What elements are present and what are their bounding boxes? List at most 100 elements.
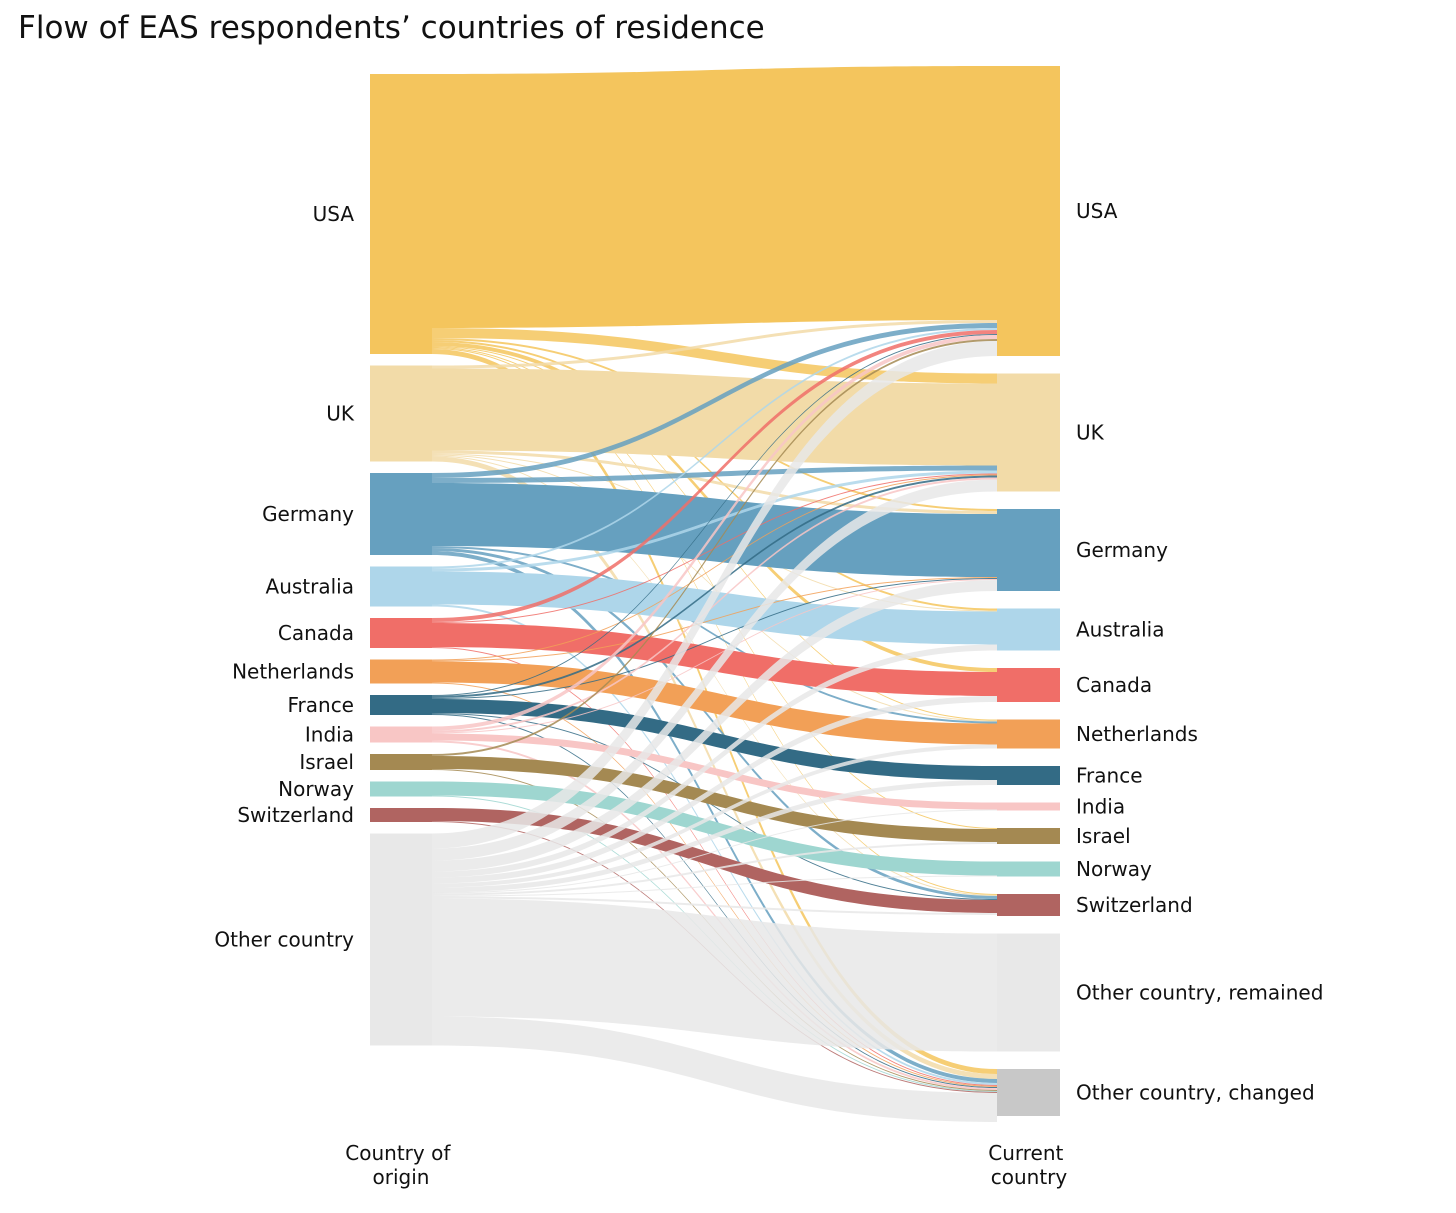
flow-netherlands-to-germany bbox=[432, 577, 997, 662]
sankey-nodes bbox=[370, 66, 1060, 1116]
flow-other-to-uk bbox=[432, 479, 997, 861]
flow-other-to-israel bbox=[432, 842, 997, 896]
flow-norway-to-norway bbox=[432, 781, 997, 876]
flow-netherlands-to-uk bbox=[432, 474, 997, 661]
right-label-israel: Israel bbox=[1076, 824, 1131, 848]
right-label-canada: Canada bbox=[1076, 673, 1152, 697]
flow-australia-to-usa bbox=[432, 328, 997, 569]
left-node-canada bbox=[370, 618, 432, 648]
right-node-israel bbox=[997, 828, 1060, 844]
flow-germany-to-germany bbox=[432, 483, 997, 577]
right-node-india bbox=[997, 802, 1060, 811]
left-label-germany: Germany bbox=[262, 502, 354, 526]
left-axis-label-line-2: origin bbox=[373, 1165, 430, 1189]
flow-uk-to-usa bbox=[432, 320, 997, 369]
right-axis-label-line-2: country bbox=[991, 1165, 1068, 1189]
flow-germany-to-usa bbox=[432, 323, 997, 478]
flow-other-to-canada bbox=[432, 696, 997, 884]
flow-india-to-uk bbox=[432, 477, 997, 733]
flow-germany-to-netherlands bbox=[432, 546, 997, 724]
flow-france-to-switzerland bbox=[432, 713, 997, 900]
left-axis-label-line-1: Country of bbox=[345, 1141, 451, 1165]
left-label-india: India bbox=[305, 723, 354, 747]
flow-uk-to-germany bbox=[432, 450, 997, 514]
right-node-france bbox=[997, 766, 1060, 785]
flow-other-to-netherlands bbox=[432, 744, 997, 888]
right-node-netherlands bbox=[997, 719, 1060, 749]
right-label-switzerland: Switzerland bbox=[1076, 893, 1193, 917]
flow-france-to-uk bbox=[432, 475, 997, 698]
flow-india-to-germany bbox=[432, 579, 997, 734]
flow-other-to-usa bbox=[432, 341, 997, 849]
left-label-switzerland: Switzerland bbox=[237, 803, 354, 827]
flow-canada-to-canada bbox=[432, 623, 997, 696]
right-axis-label: Current country bbox=[988, 1141, 1069, 1189]
left-label-france: France bbox=[287, 693, 354, 717]
flow-other-to-germany bbox=[432, 580, 997, 872]
right-label-uk: UK bbox=[1076, 421, 1105, 445]
flow-netherlands-to-other_changed bbox=[432, 682, 997, 1087]
right-node-norway bbox=[997, 861, 1060, 877]
right-node-canada bbox=[997, 668, 1060, 702]
left-axis-label: Country of origin bbox=[345, 1141, 456, 1189]
left-node-other bbox=[370, 833, 432, 1046]
right-label-india: India bbox=[1076, 795, 1125, 819]
flow-other-to-france bbox=[432, 780, 997, 893]
right-label-australia: Australia bbox=[1076, 618, 1164, 642]
left-node-australia bbox=[370, 566, 432, 607]
flow-other-to-australia bbox=[432, 644, 997, 878]
left-label-israel: Israel bbox=[299, 750, 354, 774]
flow-usa-to-uk bbox=[432, 328, 997, 384]
right-label-usa: USA bbox=[1076, 199, 1118, 223]
left-node-france bbox=[370, 695, 432, 715]
flow-uk-to-uk bbox=[432, 368, 997, 466]
flow-other-to-india bbox=[432, 809, 997, 894]
right-label-other_remained: Other country, remained bbox=[1076, 981, 1323, 1005]
sankey-labels: USA UK Germany Australia Canada Netherlands Fr… bbox=[214, 199, 1323, 1105]
flow-canada-to-usa bbox=[432, 330, 997, 622]
flow-france-to-other_changed bbox=[432, 714, 997, 1088]
left-label-australia: Australia bbox=[266, 575, 354, 599]
flow-other-to-norway bbox=[432, 875, 997, 897]
flow-france-to-usa bbox=[432, 334, 997, 696]
left-node-germany bbox=[370, 473, 432, 555]
right-label-france: France bbox=[1076, 764, 1143, 788]
flow-france-to-germany bbox=[432, 578, 997, 699]
flow-uk-to-other_changed bbox=[432, 456, 997, 1079]
flow-india-to-india bbox=[432, 733, 997, 810]
right-label-netherlands: Netherlands bbox=[1076, 722, 1198, 746]
left-label-netherlands: Netherlands bbox=[232, 660, 354, 684]
flow-other-to-other_changed bbox=[432, 1016, 997, 1122]
left-label-usa: USA bbox=[313, 202, 355, 226]
right-node-australia bbox=[997, 608, 1060, 651]
left-label-uk: UK bbox=[326, 402, 355, 426]
flow-israel-to-israel bbox=[432, 756, 997, 842]
right-node-other_remained bbox=[997, 933, 1060, 1052]
left-label-other: Other country bbox=[214, 928, 354, 952]
flow-australia-to-other_changed bbox=[432, 604, 997, 1085]
left-node-usa bbox=[370, 74, 432, 354]
left-label-norway: Norway bbox=[278, 777, 354, 801]
right-label-germany: Germany bbox=[1076, 538, 1168, 562]
flow-switzerland-to-switzerland bbox=[432, 808, 997, 913]
flow-netherlands-to-netherlands bbox=[432, 661, 997, 745]
right-node-uk bbox=[997, 373, 1060, 492]
chart-title: Flow of EAS respondents’ countries of re… bbox=[18, 10, 765, 46]
left-node-netherlands bbox=[370, 659, 432, 684]
right-node-germany bbox=[997, 509, 1060, 591]
right-axis-label-line-1: Current bbox=[988, 1141, 1063, 1165]
left-node-switzerland bbox=[370, 808, 432, 822]
flow-israel-to-usa bbox=[432, 339, 997, 756]
right-node-usa bbox=[997, 66, 1060, 356]
right-node-other_changed bbox=[997, 1069, 1060, 1116]
right-label-norway: Norway bbox=[1076, 857, 1152, 881]
right-node-switzerland bbox=[997, 894, 1060, 916]
flow-other-to-switzerland bbox=[432, 896, 997, 915]
flow-india-to-other_changed bbox=[432, 740, 997, 1090]
flow-australia-to-uk bbox=[432, 470, 997, 572]
left-node-india bbox=[370, 726, 432, 743]
right-label-other_changed: Other country, changed bbox=[1076, 1081, 1315, 1105]
left-node-norway bbox=[370, 781, 432, 797]
flow-other-to-other_remained bbox=[432, 898, 997, 1052]
